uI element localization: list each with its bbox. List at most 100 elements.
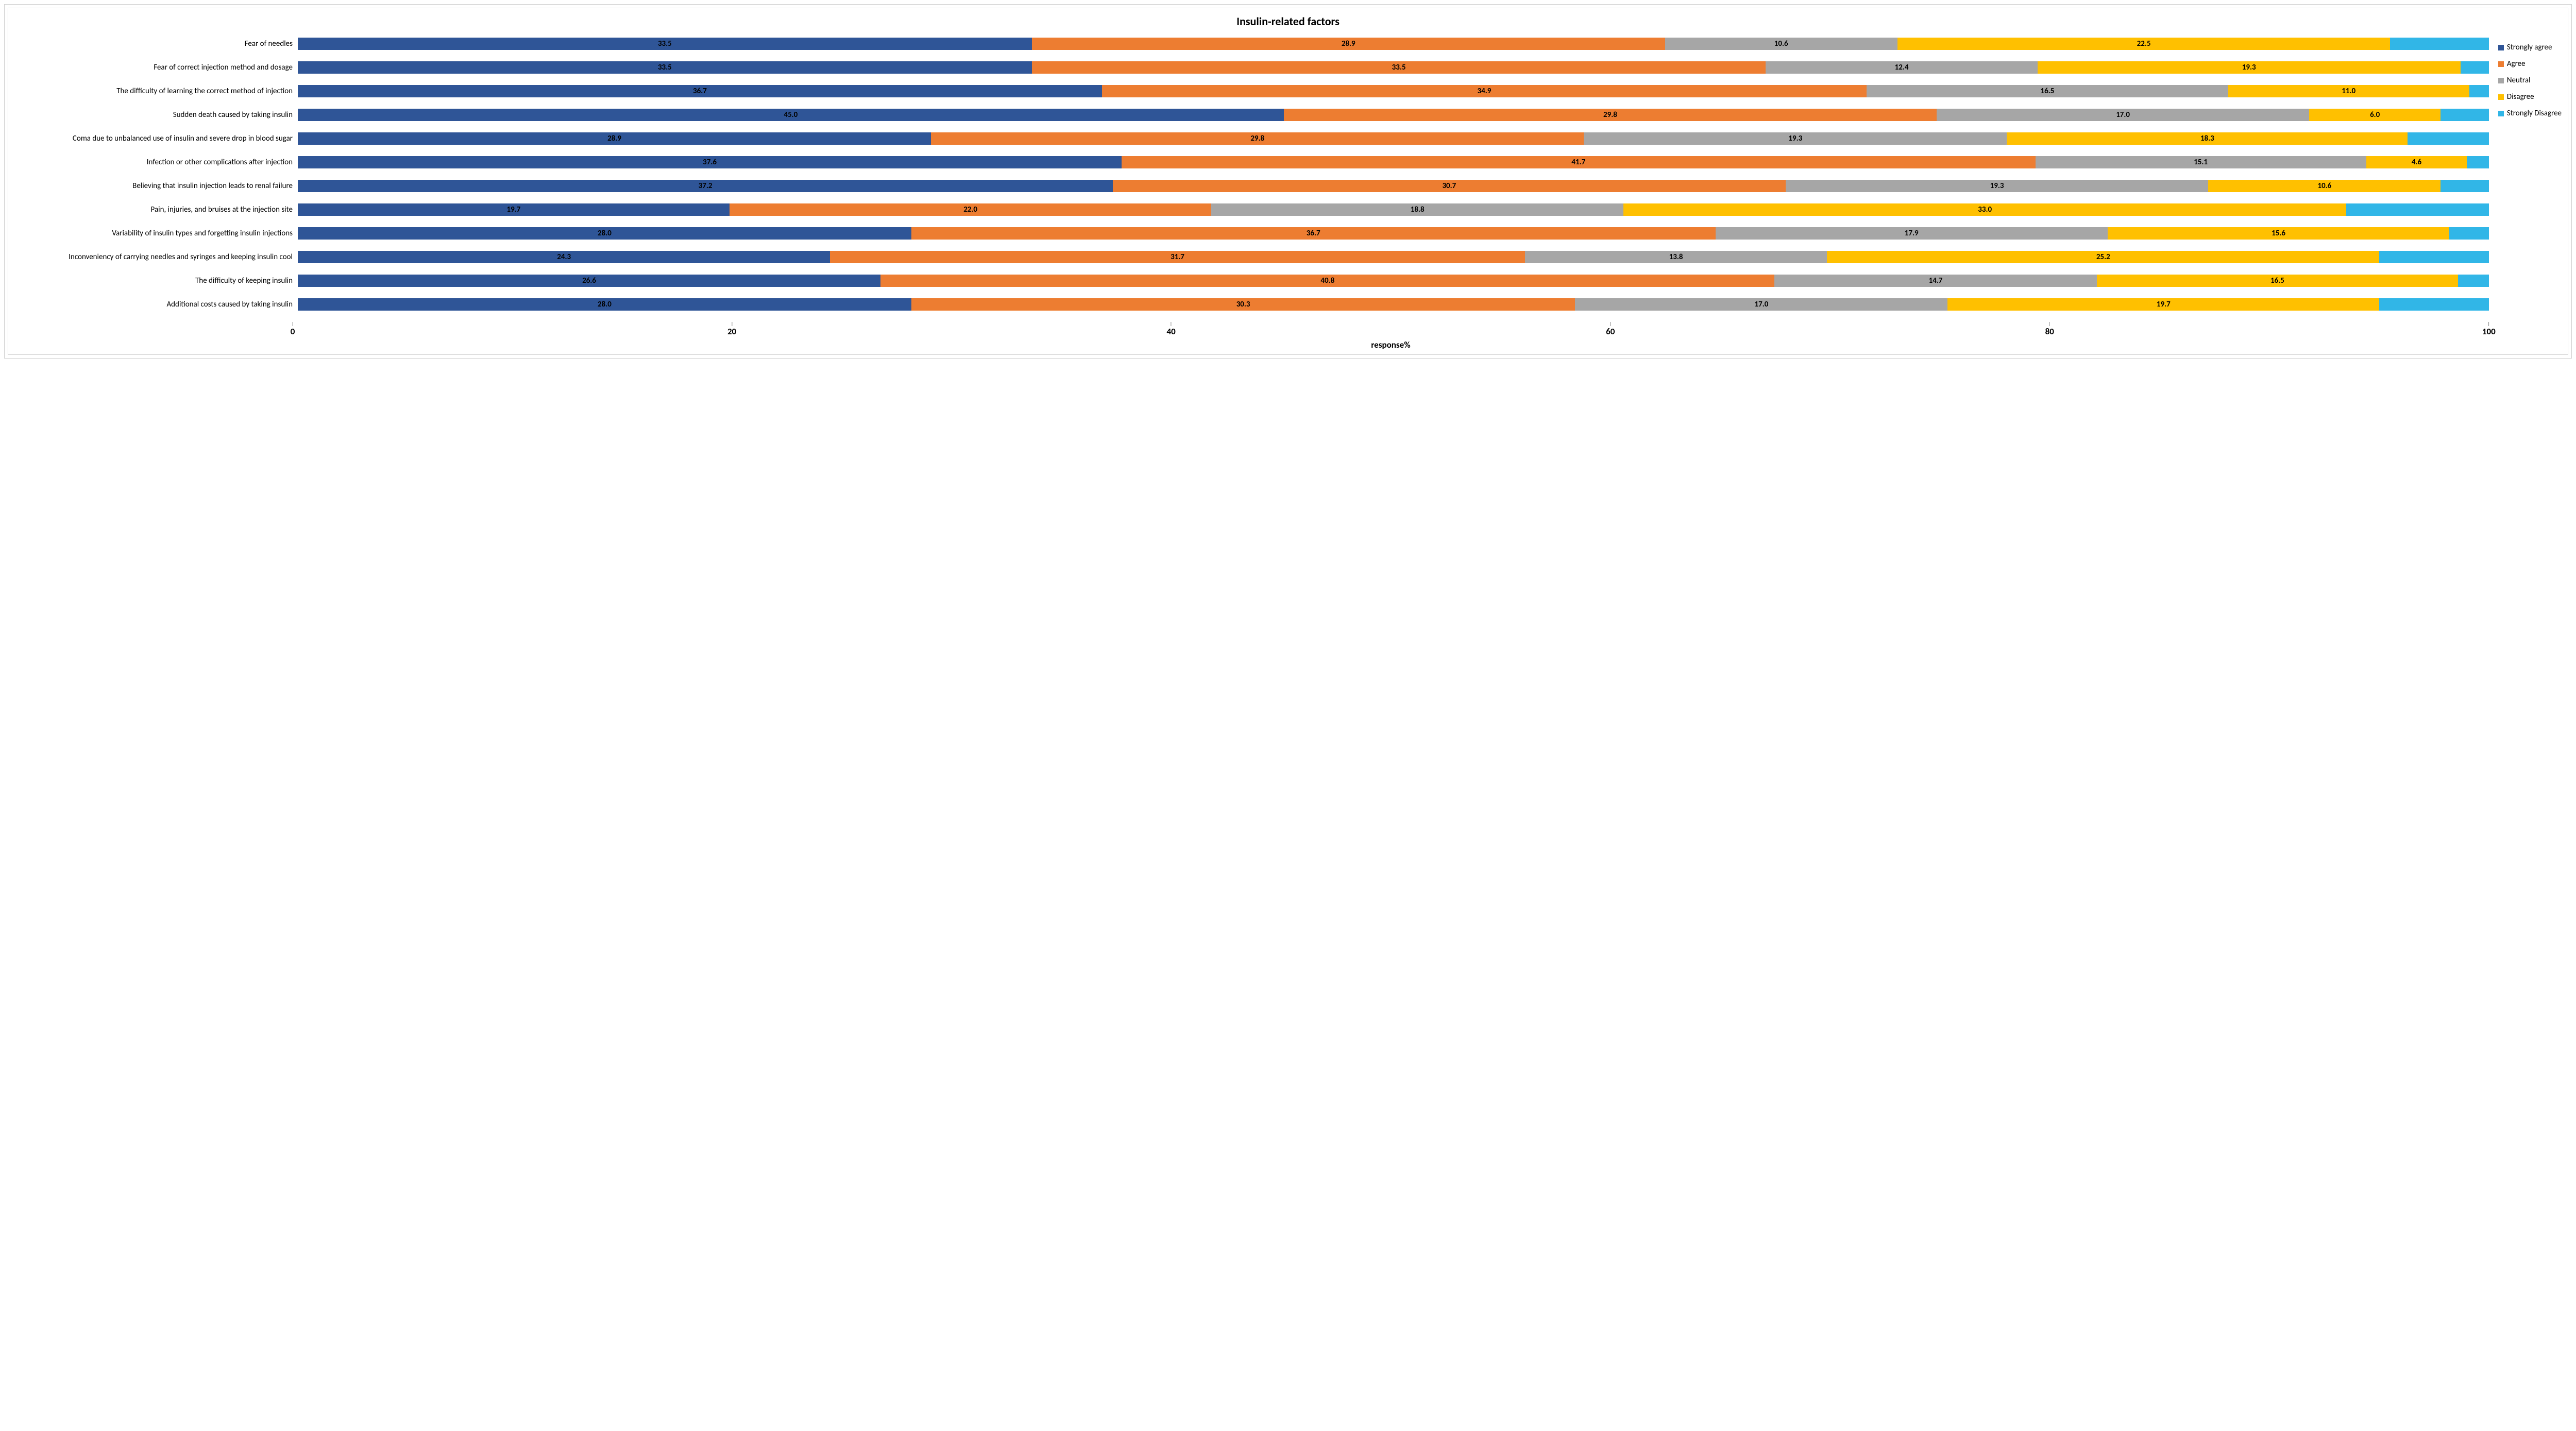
bar-segment: 19.7 xyxy=(298,203,730,216)
bar-segment xyxy=(2408,132,2488,145)
x-tick: 100 xyxy=(2482,322,2496,337)
bar-segment: 19.3 xyxy=(1584,132,2007,145)
bar-segment-value: 13.8 xyxy=(1669,252,1683,262)
bar-row: The difficulty of keeping insulin26.640.… xyxy=(14,275,2489,287)
bar-segment: 18.8 xyxy=(1211,203,1623,216)
category-label: Additional costs caused by taking insuli… xyxy=(14,300,298,309)
bar-segment: 45.0 xyxy=(298,109,1284,121)
x-tick: 0 xyxy=(291,322,295,337)
bar-segment-value: 34.9 xyxy=(1478,87,1492,96)
bar-segment-value: 15.1 xyxy=(2194,158,2208,167)
bar-segment-value: 33.0 xyxy=(1978,205,1992,214)
bar-segment-value: 4.6 xyxy=(2412,158,2421,167)
bar-segment: 33.5 xyxy=(1032,61,1766,74)
bar-track: 26.640.814.716.5 xyxy=(298,275,2489,287)
bar-segment-value: 14.7 xyxy=(1929,276,1943,285)
bar-segment: 22.5 xyxy=(1897,38,2391,50)
bar-segment-value: 30.3 xyxy=(1236,300,1250,309)
bar-segment-value: 30.7 xyxy=(1442,181,1456,191)
x-tick-mark xyxy=(2488,322,2489,326)
bar-segment-value: 22.0 xyxy=(963,205,977,214)
bar-segment xyxy=(2449,227,2489,240)
axis-spacer-2 xyxy=(14,337,293,350)
x-tick-mark xyxy=(1171,322,1172,326)
bar-segment-value: 15.6 xyxy=(2272,229,2285,238)
bar-segment xyxy=(2467,156,2489,168)
category-label: Coma due to unbalanced use of insulin an… xyxy=(14,134,298,143)
bar-stack: 19.7 22.0 18.8 33.0 xyxy=(298,203,2489,216)
x-tick: 40 xyxy=(1167,322,1176,337)
bar-segment-value: 10.6 xyxy=(2317,181,2331,191)
bar-segment: 36.7 xyxy=(298,85,1102,97)
bar-row: Variability of insulin types and forgett… xyxy=(14,227,2489,240)
x-tick-label: 0 xyxy=(291,326,295,337)
legend-item: Agree xyxy=(2498,59,2562,69)
bar-segment-value: 18.8 xyxy=(1411,205,1425,214)
bar-segment: 19.3 xyxy=(2038,61,2461,74)
bar-row: Fear of correct injection method and dos… xyxy=(14,61,2489,74)
legend-swatch xyxy=(2498,61,2504,67)
bar-track: 36.734.916.511.0 xyxy=(298,85,2489,97)
bar-segment: 33.0 xyxy=(1623,203,2346,216)
bar-segment-value: 17.9 xyxy=(1905,229,1919,238)
bar-segment xyxy=(2390,38,2488,50)
bar-segment-value: 12.4 xyxy=(1895,63,1909,72)
bar-row: Additional costs caused by taking insuli… xyxy=(14,298,2489,311)
bar-segment: 37.6 xyxy=(298,156,1122,168)
bar-segment-value: 28.0 xyxy=(598,229,612,238)
bar-segment: 18.3 xyxy=(2007,132,2408,145)
bar-segment: 10.6 xyxy=(2208,180,2441,192)
bar-segment-value: 18.3 xyxy=(2200,134,2214,143)
bar-stack: 28.0 36.7 17.9 15.6 xyxy=(298,227,2489,240)
bar-track: 37.230.719.310.6 xyxy=(298,180,2489,192)
bar-track: 19.7 22.0 18.8 33.0 xyxy=(298,203,2489,216)
bar-stack: 37.230.719.310.6 xyxy=(298,180,2489,192)
bar-row: The difficulty of learning the correct m… xyxy=(14,85,2489,97)
bar-track: 28.030.317.019.7 xyxy=(298,298,2489,311)
bar-segment-value: 25.2 xyxy=(2096,252,2110,262)
bar-segment: 24.3 xyxy=(298,251,830,263)
bar-segment-value: 16.5 xyxy=(2040,87,2054,96)
bar-segment xyxy=(2379,298,2489,311)
bar-row: Pain, injuries, and bruises at the injec… xyxy=(14,203,2489,216)
bar-segment: 15.6 xyxy=(2108,227,2449,240)
bar-segment-value: 36.7 xyxy=(1307,229,1320,238)
bar-segment: 22.0 xyxy=(730,203,1212,216)
x-tick-label: 80 xyxy=(2045,326,2054,337)
legend-label: Neutral xyxy=(2507,76,2531,85)
bar-segment xyxy=(2469,85,2489,97)
bar-segment: 6.0 xyxy=(2309,109,2441,121)
bar-segment: 14.7 xyxy=(1774,275,2096,287)
category-label: Fear of needles xyxy=(14,39,298,48)
legend-swatch xyxy=(2498,45,2504,50)
bar-segment: 31.7 xyxy=(830,251,1524,263)
legend-label: Strongly agree xyxy=(2507,43,2552,52)
legend-item: Disagree xyxy=(2498,92,2562,101)
bar-segment: 17.0 xyxy=(1937,109,2309,121)
bar-segment: 26.6 xyxy=(298,275,880,287)
category-label: Inconveniency of carrying needles and sy… xyxy=(14,252,298,262)
legend-label: Agree xyxy=(2507,59,2526,69)
bar-segment-value: 37.6 xyxy=(703,158,717,167)
bar-segment xyxy=(2458,275,2489,287)
bars-container: Fear of needles 33.5 28.9 10.6 22.5 Fear of c… xyxy=(14,38,2489,322)
bar-segment: 4.6 xyxy=(2366,156,2467,168)
bar-row: Sudden death caused by taking insulin45.… xyxy=(14,109,2489,121)
legend-item: Strongly Disagree xyxy=(2498,109,2562,118)
bar-track: 24.331.7 13.8 25.2 xyxy=(298,251,2489,263)
bar-segment: 12.4 xyxy=(1766,61,2037,74)
bar-segment: 28.9 xyxy=(298,132,931,145)
bar-segment-value: 45.0 xyxy=(784,110,798,120)
x-tick: 80 xyxy=(2045,322,2054,337)
legend-swatch xyxy=(2498,78,2504,83)
bar-segment-value: 16.5 xyxy=(2270,276,2284,285)
bar-segment-value: 28.9 xyxy=(1342,39,1355,48)
bar-segment: 16.5 xyxy=(1867,85,2228,97)
x-tick: 60 xyxy=(1606,322,1615,337)
legend-swatch xyxy=(2498,111,2504,116)
legend-item: Strongly agree xyxy=(2498,43,2562,52)
bar-segment: 34.9 xyxy=(1102,85,1867,97)
bar-track: 28.0 36.7 17.9 15.6 xyxy=(298,227,2489,240)
legend-item: Neutral xyxy=(2498,76,2562,85)
chart-title: Insulin-related factors xyxy=(14,14,2562,28)
